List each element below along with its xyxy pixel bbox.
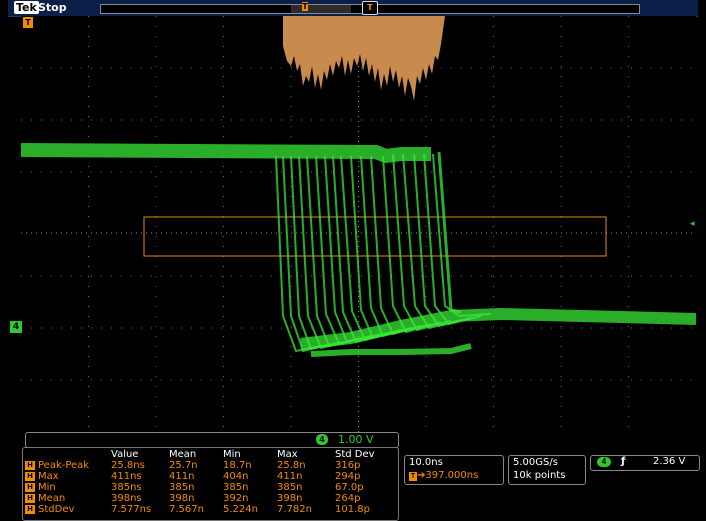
cell-min: 404n: [223, 471, 249, 482]
cell-min: 18.7n: [223, 460, 252, 471]
cell-value: 385ns: [111, 482, 142, 493]
cell-value: 25.8ns: [111, 460, 145, 471]
histogram-source-icon: H: [25, 471, 35, 481]
cell-min: 5.224n: [223, 504, 258, 515]
status-bar: Tek Stop T T: [8, 0, 698, 17]
histogram-source-icon: H: [25, 460, 35, 470]
cell-stddev: 316p: [335, 460, 361, 471]
row-label: Peak-Peak: [38, 460, 90, 471]
table-row[interactable]: H Max 411ns 411n 404n 411n 294p: [25, 471, 381, 482]
header-stddev: Std Dev: [335, 449, 375, 460]
trigger-source-badge: 4: [597, 457, 611, 467]
rising-edge-icon: ƒ: [621, 456, 626, 467]
record-length: 10k points: [513, 470, 566, 481]
cell-max: 411n: [277, 471, 303, 482]
channel-scale-readout[interactable]: 4 1.00 V: [25, 432, 399, 448]
row-label: StdDev: [38, 504, 75, 515]
histogram-source-icon: H: [25, 482, 35, 492]
cell-stddev: 264p: [335, 493, 361, 504]
trigger-time-icon[interactable]: T: [23, 17, 33, 28]
cell-mean: 398n: [169, 493, 195, 504]
waveform-graticule[interactable]: [20, 16, 697, 433]
cell-mean: 7.567n: [169, 504, 204, 515]
cell-max: 385n: [277, 482, 303, 493]
brand-logo: Tek: [14, 1, 39, 14]
trigger-level: 2.36 V: [653, 456, 686, 467]
cell-max: 7.782n: [277, 504, 312, 515]
sample-rate: 5.00GS/s: [513, 457, 558, 468]
table-row[interactable]: H Peak-Peak 25.8ns 25.7n 18.7n 25.8n 316p: [25, 460, 381, 471]
row-label: Mean: [38, 493, 66, 504]
horizontal-position-value: 397.000ns: [425, 470, 479, 481]
table-header: Value Mean Min Max Std Dev: [25, 449, 381, 460]
grid-lines: [21, 16, 696, 433]
header-name: [25, 449, 111, 460]
time-per-div: 10.0ns: [409, 457, 443, 468]
record-view-window: [291, 5, 351, 13]
cell-stddev: 67.0p: [335, 482, 364, 493]
cell-stddev: 101.8p: [335, 504, 370, 515]
trigger-readout[interactable]: 4 ƒ 2.36 V: [590, 455, 700, 471]
center-axes: [21, 16, 696, 433]
measurement-table[interactable]: Value Mean Min Max Std Dev H Peak-Peak 25…: [22, 447, 399, 521]
row-label: Min: [38, 482, 56, 493]
header-max: Max: [277, 449, 298, 460]
trigger-level-arrow-icon[interactable]: ◂: [690, 219, 695, 229]
timing-histogram: [283, 16, 445, 101]
waveform-traces: [20, 143, 697, 357]
channel-volts-per-div: 1.00 V: [338, 433, 374, 446]
header-min: Min: [223, 449, 241, 460]
header-mean: Mean: [169, 449, 197, 460]
histogram-source-icon: H: [25, 493, 35, 503]
acquisition-readout[interactable]: 5.00GS/s 10k points: [508, 455, 586, 485]
cell-value: 7.577ns: [111, 504, 152, 515]
histogram-source-icon: H: [25, 504, 35, 514]
trigger-position-icon[interactable]: T: [302, 2, 308, 11]
channel-badge: 4: [316, 434, 328, 445]
cell-max: 25.8n: [277, 460, 306, 471]
table-row[interactable]: H Mean 398ns 398n 392n 398n 264p: [25, 493, 381, 504]
header-value: Value: [111, 449, 139, 460]
cell-mean: 385n: [169, 482, 195, 493]
table-row[interactable]: H Min 385ns 385n 385n 385n 67.0p: [25, 482, 381, 493]
row-label: Max: [38, 471, 59, 482]
cell-mean: 411n: [169, 471, 195, 482]
horizontal-readout[interactable]: 10.0ns T ➔397.000ns: [404, 455, 504, 485]
cell-min: 392n: [223, 493, 249, 504]
measurement-grid: Value Mean Min Max Std Dev H Peak-Peak 25…: [25, 449, 381, 515]
graticule-svg: [20, 16, 697, 433]
trigger-delay-icon: T: [409, 472, 417, 481]
acquisition-state[interactable]: Stop: [38, 1, 67, 14]
cell-mean: 25.7n: [169, 460, 198, 471]
cell-value: 398ns: [111, 493, 142, 504]
cell-min: 385n: [223, 482, 249, 493]
table-row[interactable]: H StdDev 7.577ns 7.567n 5.224n 7.782n 101…: [25, 504, 381, 515]
cell-stddev: 294p: [335, 471, 361, 482]
cell-max: 398n: [277, 493, 303, 504]
channel-ground-marker[interactable]: 4: [10, 321, 22, 333]
horizontal-position: T ➔397.000ns: [409, 470, 479, 481]
expansion-point-icon[interactable]: T: [362, 1, 378, 15]
cell-value: 411ns: [111, 471, 142, 482]
